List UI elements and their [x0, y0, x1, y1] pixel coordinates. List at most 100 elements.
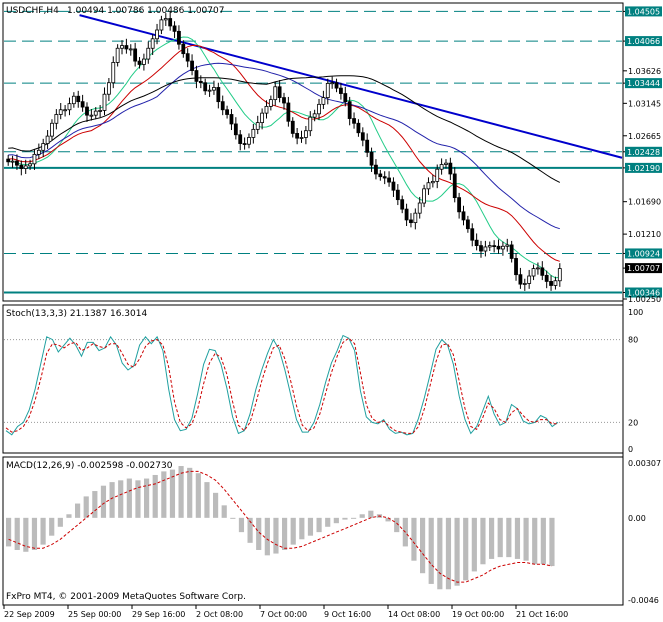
macd-histogram-bar	[213, 492, 219, 518]
candle-body	[448, 162, 453, 175]
macd-histogram-bar	[454, 517, 460, 586]
price-tag	[625, 287, 662, 298]
candle-body	[514, 258, 518, 276]
candle-body	[85, 106, 89, 116]
time-axis-label: 9 Oct 16:00	[324, 610, 371, 619]
price-tag-label: 1.00707	[627, 264, 660, 273]
price-layer	[4, 10, 623, 294]
candle-body	[58, 109, 63, 115]
macd-histogram-bar	[221, 505, 227, 518]
macd-histogram-bar	[178, 466, 184, 518]
candle-body	[220, 101, 225, 111]
candle-body	[400, 199, 405, 210]
price-axis-label: 1.02665	[628, 132, 661, 141]
macd-histogram-bar	[169, 469, 176, 518]
stoch-axis-label: 100	[628, 308, 643, 317]
price-tag	[625, 248, 662, 259]
macd-histogram-bar	[394, 517, 400, 533]
candle-body	[111, 62, 116, 84]
candle-body	[470, 228, 475, 241]
price-tag-label: 1.02428	[627, 148, 660, 157]
candle-body	[479, 245, 483, 252]
candle-body	[303, 130, 308, 138]
price-tag	[625, 6, 662, 17]
candle-body	[124, 45, 129, 50]
candle-body	[172, 25, 177, 32]
macd-histogram-bar	[445, 517, 452, 590]
candle-body	[190, 60, 194, 71]
candle-body	[203, 82, 208, 92]
candle-body	[413, 212, 418, 224]
candle-body	[325, 83, 330, 98]
candle-body	[120, 45, 124, 49]
macd-histogram-bar	[187, 467, 193, 518]
price-tag	[625, 36, 662, 47]
time-axis-label: 29 Sep 16:00	[132, 610, 185, 619]
macd-histogram-bar	[497, 517, 503, 558]
candle-body	[321, 97, 326, 105]
price-tag	[625, 162, 662, 173]
macd-histogram-bar	[75, 503, 81, 518]
candle-body	[536, 267, 540, 270]
macd-histogram-bar	[92, 491, 98, 518]
price-tag-label: 1.04066	[627, 37, 660, 46]
price-tag	[625, 263, 662, 274]
candle-body	[45, 135, 50, 144]
candle-body	[98, 110, 103, 112]
candle-body	[216, 87, 221, 103]
macd-histogram-bar	[256, 517, 262, 550]
macd-histogram-bar	[100, 485, 107, 518]
ohlc-readout: 1.00494 1.00786 1.00486 1.00707	[67, 6, 224, 16]
candle-body	[369, 151, 374, 166]
candle-body	[264, 105, 269, 114]
macd-layer	[6, 466, 555, 590]
price-axis-label: 1.03626	[628, 67, 661, 76]
macd-histogram-bar	[420, 517, 426, 574]
candle-body	[106, 82, 111, 95]
macd-histogram-bar	[135, 480, 141, 518]
symbol-timeframe: USDCHF,H4	[6, 6, 59, 16]
candle-body	[474, 239, 479, 247]
candle-body	[378, 173, 383, 178]
macd-histogram-bar	[549, 517, 555, 567]
candle-body	[50, 122, 54, 137]
candle-body	[527, 275, 532, 284]
price-tag-label: 1.04505	[627, 7, 660, 16]
candle-body	[457, 197, 462, 213]
candle-body	[273, 86, 278, 101]
candle-body	[444, 162, 448, 165]
macd-histogram-bar	[316, 517, 322, 533]
candle-body	[496, 245, 501, 250]
macd-axis-label: 0.00307	[628, 459, 661, 468]
macd-histogram-bar	[152, 474, 158, 518]
candle-body	[391, 181, 396, 191]
macd-header: MACD(12,26,9) -0.002598 -0.002730	[6, 461, 173, 471]
candle-body	[268, 99, 273, 107]
candle-body	[439, 164, 444, 170]
price-tag-label: 1.03444	[627, 79, 660, 88]
macd-histogram-bar	[66, 514, 72, 518]
stoch-axis-label: 0	[628, 445, 633, 454]
macd-histogram-bar	[307, 517, 314, 536]
macd-histogram-bar	[282, 517, 288, 550]
candle-body	[540, 267, 545, 276]
candle-body	[339, 87, 343, 94]
candle-body	[133, 48, 138, 62]
candle-body	[89, 114, 94, 117]
time-axis-label: 22 Sep 2009	[4, 610, 55, 619]
time-axis-label: 7 Oct 00:00	[260, 610, 307, 619]
candle-body	[63, 109, 68, 112]
candle-body	[409, 219, 413, 224]
candle-body	[76, 95, 81, 103]
candle-body	[330, 82, 335, 85]
macd-histogram-bar	[161, 471, 167, 518]
candle-body	[334, 82, 339, 89]
candle-body	[36, 149, 41, 155]
macd-histogram-bar	[230, 517, 236, 519]
candle-body	[177, 30, 181, 45]
candle-body	[212, 87, 216, 91]
price-tag-label: 1.02190	[627, 164, 660, 173]
candle-body	[255, 122, 260, 130]
candle-body	[518, 274, 523, 285]
